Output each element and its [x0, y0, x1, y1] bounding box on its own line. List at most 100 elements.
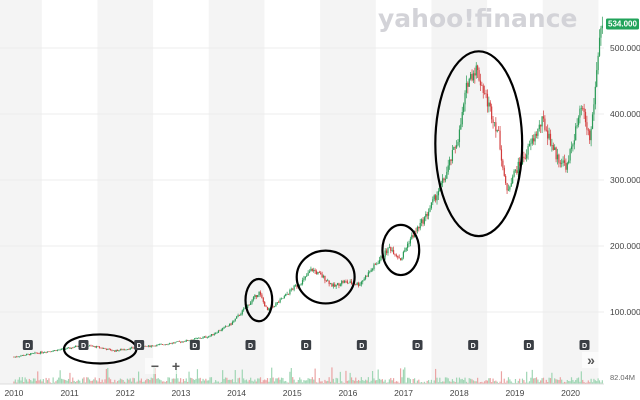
candle-body [397, 255, 399, 258]
volume-bar [548, 377, 550, 384]
volume-bar [279, 379, 281, 384]
dividend-badge[interactable]: D [412, 340, 423, 350]
volume-bar [446, 377, 448, 384]
candle-body [254, 295, 256, 298]
dividend-badge[interactable]: D [78, 340, 89, 350]
volume-bar [383, 381, 385, 384]
volume-bar [269, 378, 271, 384]
candle-body [460, 124, 462, 130]
dividend-badge[interactable]: D [245, 340, 256, 350]
volume-bar [349, 372, 351, 384]
volume-bar [544, 382, 546, 384]
volume-bar [111, 382, 113, 384]
candle-body [37, 353, 39, 354]
volume-bar [34, 378, 36, 384]
candle-body [285, 294, 287, 297]
candle-body [590, 128, 592, 141]
candle-body [208, 336, 210, 338]
candle-body [551, 145, 553, 146]
volume-bar [234, 370, 236, 384]
dividend-badge-label: D [471, 343, 476, 350]
volume-bar [524, 382, 526, 384]
volume-bar [156, 378, 158, 384]
volume-bar [185, 378, 187, 384]
volume-bar [537, 379, 539, 384]
candle-body [565, 162, 567, 170]
volume-bar [507, 377, 510, 384]
candle-body [118, 350, 120, 351]
candle-body [600, 28, 602, 38]
candle-body [499, 130, 501, 150]
dividend-badge[interactable]: D [134, 340, 145, 350]
candle-body [468, 78, 470, 87]
volume-bar [310, 379, 312, 384]
candle-body [248, 304, 250, 306]
volume-bar [209, 377, 211, 384]
candle-body [105, 348, 107, 350]
volume-bar [95, 380, 98, 384]
candle-body [369, 271, 371, 273]
volume-bar [394, 382, 396, 384]
candle-body [367, 272, 369, 277]
volume-bar [283, 381, 285, 384]
candle-body [206, 337, 208, 339]
candle-body [446, 171, 448, 179]
volume-bar [324, 379, 326, 384]
candle-body [289, 289, 291, 295]
volume-bar [521, 378, 524, 384]
scroll-right-button[interactable]: » [582, 352, 600, 368]
candle-body [355, 284, 357, 285]
volume-bar [329, 381, 332, 384]
x-tick-label: 2011 [60, 388, 79, 398]
candle-body [443, 178, 445, 181]
candle-body [262, 298, 264, 302]
candle-body [77, 346, 79, 348]
candle-body [188, 340, 190, 342]
zoom-in-button[interactable]: + [166, 358, 186, 374]
volume-bar [241, 369, 243, 384]
candle-body [527, 145, 529, 155]
volume-bar [387, 382, 389, 384]
volume-bar [189, 377, 192, 384]
volume-bar [180, 378, 182, 384]
dividend-badge[interactable]: D [579, 340, 590, 350]
dividend-badge[interactable]: D [468, 340, 479, 350]
candle-body [125, 349, 127, 351]
volume-bar [520, 382, 522, 384]
dividend-badge-label: D [582, 343, 587, 350]
volume-bar [150, 377, 152, 384]
volume-bar [406, 377, 409, 384]
candle-body [370, 269, 372, 272]
dividend-badge[interactable]: D [356, 340, 367, 350]
volume-bar [66, 380, 68, 384]
candle-body [374, 264, 376, 266]
candle-body [479, 80, 482, 86]
volume-bar [307, 378, 309, 384]
candle-body [97, 346, 99, 347]
dividend-badge[interactable]: D [189, 340, 200, 350]
volume-bar [278, 377, 280, 384]
volume-bar [404, 367, 406, 384]
volume-bar [301, 382, 304, 384]
grid-lines [0, 47, 604, 313]
volume-bar [70, 381, 72, 384]
dividend-badge[interactable]: D [523, 340, 534, 350]
volume-bar [123, 381, 126, 384]
volume-bar [503, 378, 505, 384]
candle-body [514, 170, 517, 171]
x-tick-label: 2019 [505, 388, 524, 398]
zoom-out-button[interactable]: − [145, 358, 165, 374]
candle-body [240, 314, 242, 316]
candle-body [126, 349, 128, 350]
volume-bar [296, 382, 298, 384]
volume-bar [30, 380, 32, 384]
volume-bar [35, 380, 37, 384]
candle-body [436, 195, 438, 201]
y-tick-label: 400.000 [610, 109, 640, 119]
dividend-badge[interactable]: D [22, 340, 33, 350]
x-tick-label: 2017 [394, 388, 413, 398]
dividend-badge[interactable]: D [301, 340, 312, 350]
yahoo-finance-logo: yahoo!finance [378, 4, 578, 33]
candle-body [231, 321, 234, 325]
